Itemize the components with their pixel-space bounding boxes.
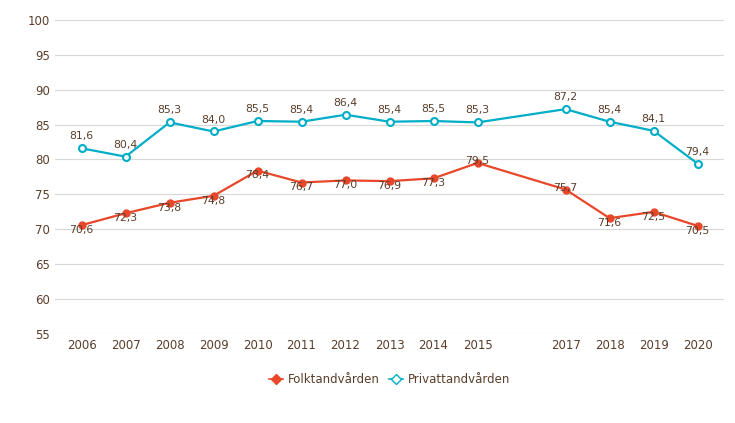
Text: 79,4: 79,4 — [686, 147, 709, 157]
Folktandvården — [165, 200, 174, 205]
Privattandvården — [693, 161, 702, 166]
Privattandvården — [209, 129, 218, 134]
Text: 71,6: 71,6 — [598, 218, 622, 228]
Folktandvården — [429, 176, 438, 181]
Folktandvården — [77, 222, 86, 228]
Folktandvården — [341, 178, 350, 183]
Text: 74,8: 74,8 — [201, 195, 226, 206]
Privattandvården — [561, 107, 570, 112]
Folktandvården — [693, 223, 702, 228]
Privattandvården — [473, 120, 482, 125]
Privattandvården — [649, 128, 658, 133]
Text: 79,5: 79,5 — [465, 156, 490, 166]
Text: 70,6: 70,6 — [69, 225, 93, 235]
Privattandvården — [605, 119, 614, 124]
Text: 85,3: 85,3 — [157, 105, 182, 115]
Text: 85,4: 85,4 — [378, 105, 401, 115]
Text: 76,9: 76,9 — [378, 181, 401, 191]
Folktandvården — [297, 180, 306, 185]
Text: 85,5: 85,5 — [245, 104, 270, 114]
Text: 85,4: 85,4 — [598, 105, 622, 115]
Text: 77,0: 77,0 — [334, 180, 358, 190]
Privattandvården — [297, 119, 306, 124]
Folktandvården — [209, 193, 218, 198]
Text: 73,8: 73,8 — [157, 203, 182, 212]
Text: 76,7: 76,7 — [290, 182, 314, 192]
Text: 85,3: 85,3 — [465, 105, 490, 115]
Text: 84,0: 84,0 — [201, 115, 226, 124]
Folktandvården — [121, 211, 130, 216]
Privattandvården — [341, 112, 350, 117]
Folktandvården — [561, 187, 570, 192]
Line: Folktandvården: Folktandvården — [78, 159, 701, 229]
Text: 85,4: 85,4 — [290, 105, 314, 115]
Text: 72,3: 72,3 — [113, 213, 137, 223]
Folktandvården — [385, 179, 394, 184]
Line: Privattandvården: Privattandvården — [78, 106, 701, 167]
Privattandvården — [165, 120, 174, 125]
Privattandvården — [77, 146, 86, 151]
Text: 78,4: 78,4 — [245, 170, 270, 180]
Privattandvården — [385, 119, 394, 124]
Privattandvården — [121, 154, 130, 159]
Text: 75,7: 75,7 — [553, 183, 578, 192]
Text: 86,4: 86,4 — [334, 98, 358, 108]
Text: 72,5: 72,5 — [642, 212, 666, 222]
Folktandvården — [605, 216, 614, 221]
Text: 81,6: 81,6 — [70, 131, 93, 141]
Text: 85,5: 85,5 — [421, 104, 445, 114]
Text: 87,2: 87,2 — [553, 92, 578, 102]
Text: 80,4: 80,4 — [113, 140, 137, 150]
Folktandvården — [253, 168, 262, 173]
Legend: Folktandvården, Privattandvården: Folktandvården, Privattandvården — [264, 368, 515, 391]
Privattandvården — [253, 118, 262, 124]
Text: 77,3: 77,3 — [421, 178, 445, 188]
Privattandvården — [429, 118, 438, 124]
Text: 70,5: 70,5 — [686, 225, 710, 236]
Folktandvården — [649, 209, 658, 214]
Text: 84,1: 84,1 — [642, 114, 666, 124]
Folktandvården — [473, 160, 482, 165]
